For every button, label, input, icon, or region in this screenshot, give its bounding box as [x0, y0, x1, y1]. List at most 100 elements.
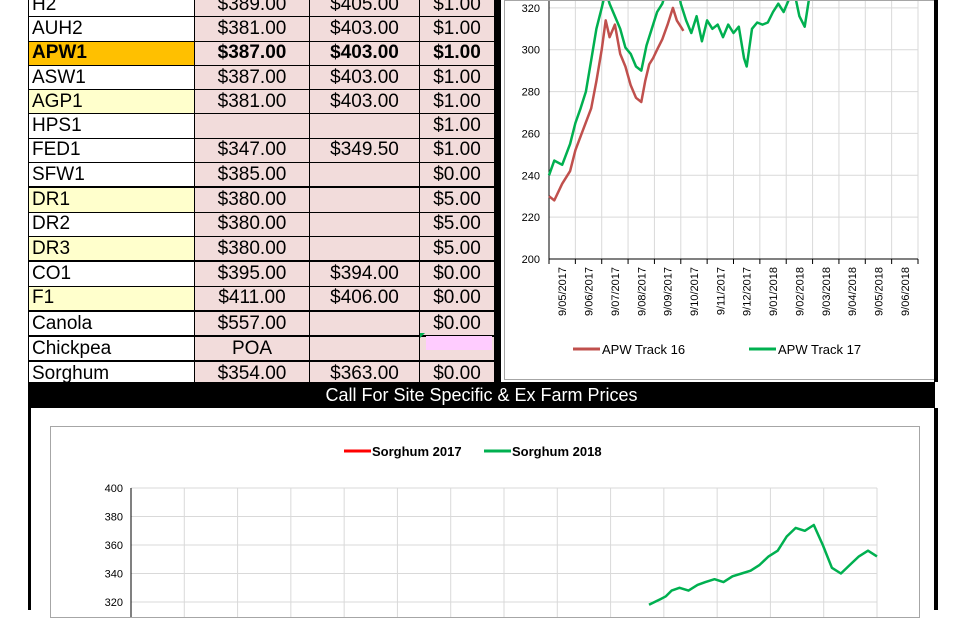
price-cell[interactable]: $405.00: [309, 0, 420, 18]
x-tick-label: 9/05/2018: [873, 267, 885, 316]
y-tick-label: 300: [522, 45, 540, 57]
price-cell[interactable]: $406.00: [309, 285, 420, 312]
price-cell[interactable]: $403.00: [309, 89, 420, 115]
price-cell[interactable]: $347.00: [194, 137, 310, 164]
price-cell[interactable]: $411.00: [194, 285, 310, 312]
table-row: Chickpea POA: [28, 335, 495, 363]
price-cell[interactable]: $380.00: [194, 211, 310, 237]
price-cell[interactable]: $0.00: [419, 260, 495, 287]
highlighted-cell: [426, 336, 492, 350]
x-tick-label: 9/02/2018: [794, 267, 806, 316]
price-cell[interactable]: $1.00: [419, 89, 495, 115]
x-tick-label: 9/01/2018: [768, 267, 780, 316]
price-cell[interactable]: $387.00: [194, 40, 310, 66]
price-cell[interactable]: $394.00: [309, 260, 420, 287]
y-tick-label: 280: [522, 87, 540, 99]
price-cell[interactable]: [309, 113, 420, 139]
grade-cell[interactable]: ASW1: [28, 64, 195, 91]
series-line: [547, 0, 811, 176]
grade-cell[interactable]: Canola: [28, 310, 195, 338]
x-tick-label: 9/05/2017: [557, 267, 569, 316]
y-tick-label: 320: [522, 3, 540, 15]
y-tick-label: 240: [522, 170, 540, 182]
price-cell[interactable]: $403.00: [309, 40, 420, 66]
legend-label: APW Track 16: [602, 342, 685, 357]
price-cell[interactable]: $1.00: [419, 64, 495, 91]
price-cell[interactable]: $403.00: [309, 64, 420, 91]
sorghum-chart: 320 340 360 380 400 Sorghum 2017 Sorghum 2018: [50, 426, 920, 618]
series-line: [548, 6, 685, 202]
legend-label: Sorghum 2017: [372, 444, 462, 459]
price-cell[interactable]: [309, 335, 420, 363]
grade-cell[interactable]: H2: [28, 0, 195, 18]
y-tick-label: 220: [522, 212, 540, 224]
price-cell[interactable]: [309, 211, 420, 237]
price-cell[interactable]: [309, 310, 420, 338]
price-cell[interactable]: $5.00: [419, 211, 495, 237]
price-cell[interactable]: [309, 186, 420, 213]
table-row: AUH2 $381.00 $403.00 $1.00: [28, 16, 495, 42]
table-row: DR3 $380.00 $5.00: [28, 235, 495, 263]
grain-price-table: H2 $389.00 $405.00 $1.00 AUH2 $381.00 $403.00 $…: [28, 0, 495, 387]
table-row: DR2 $380.00 $5.00: [28, 211, 495, 237]
price-cell[interactable]: $380.00: [194, 235, 310, 263]
price-cell[interactable]: $380.00: [194, 186, 310, 213]
price-cell[interactable]: $381.00: [194, 89, 310, 115]
price-cell[interactable]: $0.00: [419, 310, 495, 338]
x-tick-label: 9/11/2017: [715, 267, 727, 315]
x-tick-label: 9/07/2017: [610, 267, 622, 316]
sheet-left-border: [28, 408, 31, 610]
price-cell[interactable]: $389.00: [194, 0, 310, 18]
price-cell[interactable]: $395.00: [194, 260, 310, 287]
series-line: [648, 523, 878, 606]
price-cell[interactable]: $1.00: [419, 113, 495, 139]
price-table-body: H2 $389.00 $405.00 $1.00 AUH2 $381.00 $403.00 $…: [28, 0, 495, 387]
y-tick-label: 260: [522, 128, 540, 140]
price-cell[interactable]: [309, 235, 420, 263]
grade-cell[interactable]: AGP1: [28, 89, 195, 115]
grade-cell[interactable]: DR1: [28, 186, 195, 213]
grade-cell[interactable]: FED1: [28, 137, 195, 164]
x-tick-label: 9/04/2018: [847, 267, 859, 316]
price-cell[interactable]: $387.00: [194, 64, 310, 91]
grade-cell[interactable]: DR2: [28, 211, 195, 237]
price-cell[interactable]: POA: [194, 335, 310, 363]
price-cell[interactable]: [194, 113, 310, 139]
price-cell[interactable]: $349.50: [309, 137, 420, 164]
sheet-right-border: [934, 408, 938, 610]
call-banner: Call For Site Specific & Ex Farm Prices: [28, 382, 935, 408]
price-cell[interactable]: $381.00: [194, 16, 310, 42]
price-cell[interactable]: $1.00: [419, 16, 495, 42]
price-cell[interactable]: $1.00: [419, 137, 495, 164]
price-cell[interactable]: $5.00: [419, 186, 495, 213]
price-cell[interactable]: [309, 162, 420, 189]
table-row: APW1 $387.00 $403.00 $1.00: [28, 40, 495, 66]
price-cell[interactable]: $0.00: [419, 285, 495, 312]
x-tick-label: 9/09/2017: [663, 267, 675, 316]
price-cell[interactable]: $5.00: [419, 235, 495, 263]
x-tick-label: 9/12/2017: [742, 267, 754, 316]
x-tick-label: 9/03/2018: [821, 267, 833, 316]
table-row: FED1 $347.00 $349.50 $1.00: [28, 137, 495, 164]
price-cell[interactable]: $1.00: [419, 40, 495, 66]
grade-cell[interactable]: Chickpea: [28, 335, 195, 363]
grade-cell[interactable]: F1: [28, 285, 195, 312]
y-tick-label: 320: [105, 597, 123, 609]
price-cell[interactable]: $385.00: [194, 162, 310, 189]
grade-cell[interactable]: AUH2: [28, 16, 195, 42]
y-tick-label: 360: [105, 540, 123, 552]
table-row: HPS1 $1.00: [28, 113, 495, 139]
price-cell[interactable]: $557.00: [194, 310, 310, 338]
grade-cell[interactable]: APW1: [28, 40, 195, 66]
table-row: H2 $389.00 $405.00 $1.00: [28, 0, 495, 18]
grade-cell[interactable]: CO1: [28, 260, 195, 287]
price-cell[interactable]: $403.00: [309, 16, 420, 42]
table-row: F1 $411.00 $406.00 $0.00: [28, 285, 495, 312]
grade-cell[interactable]: DR3: [28, 235, 195, 263]
grade-cell[interactable]: HPS1: [28, 113, 195, 139]
table-row: Canola $557.00 $0.00: [28, 310, 495, 338]
grade-cell[interactable]: SFW1: [28, 162, 195, 189]
legend-label: Sorghum 2018: [512, 444, 602, 459]
price-cell[interactable]: $0.00: [419, 162, 495, 189]
price-cell[interactable]: $1.00: [419, 0, 495, 18]
